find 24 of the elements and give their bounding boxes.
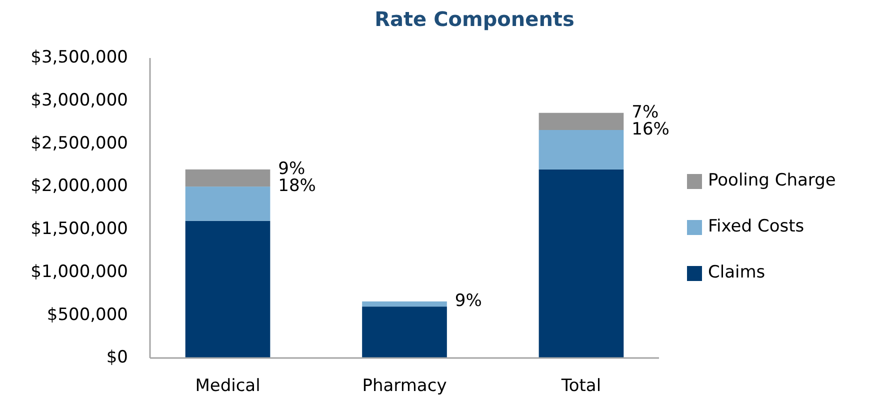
y-tick-label: $3,000,000 [30,90,128,111]
legend-label: Claims [708,262,766,283]
annotation: 9% [454,291,482,312]
y-tick-label: $2,000,000 [30,176,128,196]
legend-label: Fixed Costs [708,216,804,237]
bar [538,169,624,358]
x-tick-label: Medical [195,376,260,396]
bar [362,306,447,358]
chart-title: Rate Components [374,7,574,31]
y-tick-label: $0 [106,348,128,368]
y-tick-label: $1,500,000 [30,219,128,240]
bar [185,220,270,358]
bar [185,186,270,221]
y-tick-label: $500,000 [46,304,128,325]
y-tick-label: $3,500,000 [30,48,128,68]
legend-label: Pooling Charge [708,170,836,191]
x-tick-label: Pharmacy [362,376,447,396]
y-tick-label: $2,500,000 [30,133,128,154]
bar [362,301,447,307]
bar [185,169,270,187]
bar [538,130,624,170]
bar [538,112,624,130]
x-tick-label: Total [560,376,602,396]
y-tick-label: $1,000,000 [30,262,128,282]
